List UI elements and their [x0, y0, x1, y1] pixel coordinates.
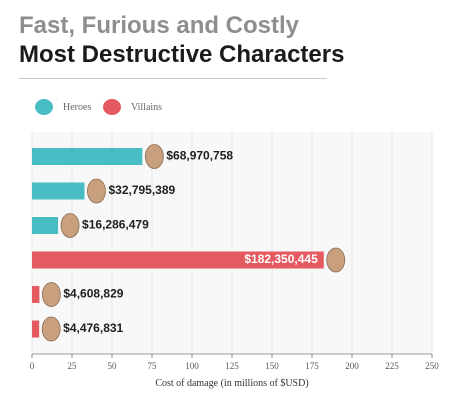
title-divider — [19, 78, 327, 79]
legend-label-heroes: Heroes — [63, 101, 92, 113]
character-face-icon — [326, 247, 346, 273]
bar-heroes — [32, 217, 59, 234]
character-face-icon — [144, 144, 164, 169]
bar-value-label: $16,286,479 — [82, 218, 149, 232]
x-tick-label: 125 — [225, 361, 239, 371]
bar-villains — [32, 251, 324, 269]
bar-villains — [32, 320, 40, 338]
bar-value-label: $68,970,758 — [166, 149, 233, 163]
character-face-icon — [41, 316, 61, 342]
bar-value-label: $4,476,831 — [63, 321, 123, 335]
bar-villains — [32, 286, 40, 303]
x-tick-label: 150 — [265, 361, 279, 371]
x-tick-label: 200 — [345, 361, 359, 371]
x-tick-label: 250 — [425, 361, 439, 371]
bar-value-label: $182,350,445 — [244, 252, 318, 266]
chart-subtitle: Most Destructive Characters — [19, 41, 345, 68]
character-face-icon — [41, 282, 61, 307]
legend-swatch-heroes — [35, 99, 53, 115]
x-tick-label: 0 — [30, 361, 35, 371]
bar-value-label: $4,608,829 — [63, 287, 123, 301]
x-tick-label: 225 — [385, 361, 399, 371]
x-tick-label: 50 — [108, 361, 118, 371]
x-tick-label: 75 — [148, 361, 158, 371]
bar-value-label: $32,795,389 — [108, 183, 175, 197]
legend-item-villains: Villains — [103, 99, 162, 115]
bar-heroes — [32, 182, 85, 200]
bar-heroes — [32, 148, 143, 165]
character-face-icon — [60, 213, 80, 238]
x-tick-label: 175 — [305, 361, 319, 371]
x-tick-label: 25 — [68, 361, 78, 371]
x-tick-label: 100 — [185, 361, 199, 371]
chart-title: Fast, Furious and Costly — [19, 12, 300, 39]
x-axis-label: Cost of damage (in millions of $USD) — [155, 378, 309, 389]
character-face-icon — [87, 178, 106, 204]
legend-item-heroes: Heroes — [35, 99, 91, 115]
legend-swatch-villains — [103, 99, 121, 115]
legend-label-villains: Villains — [131, 101, 163, 113]
